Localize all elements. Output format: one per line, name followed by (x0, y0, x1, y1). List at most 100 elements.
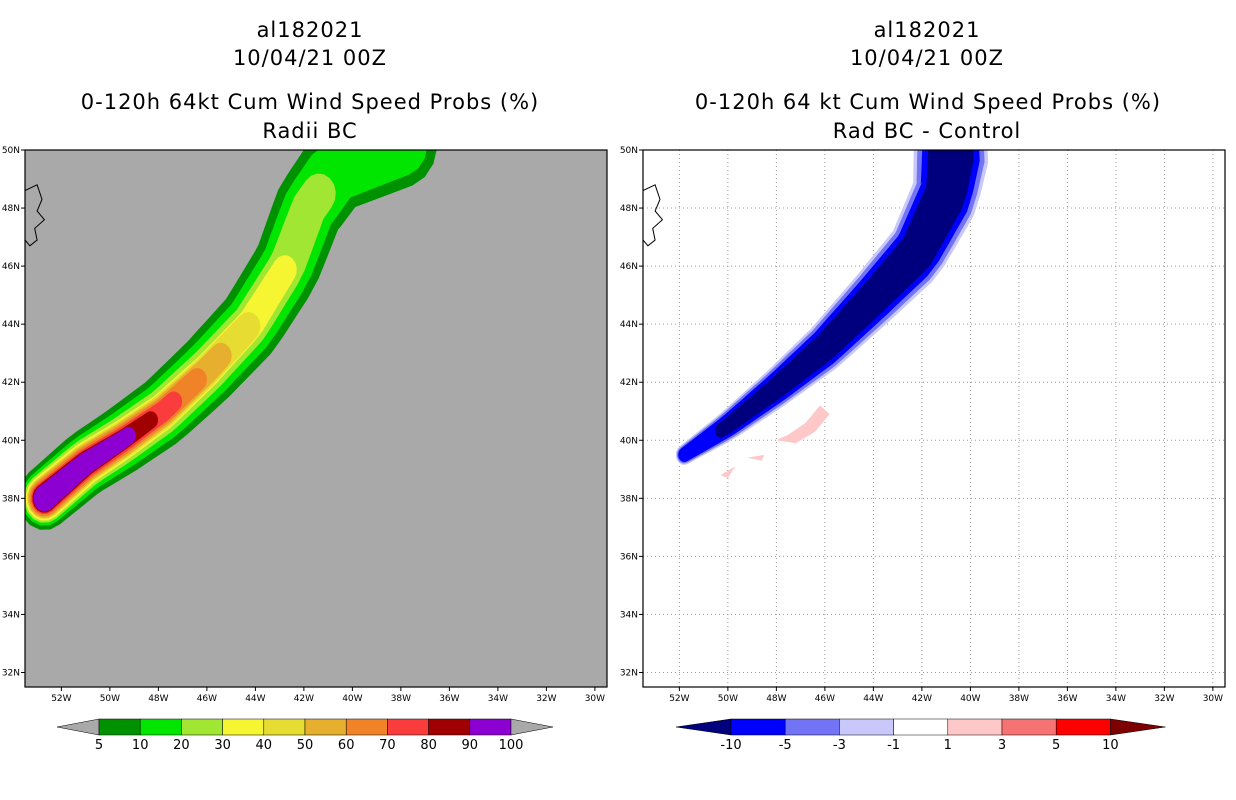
y-tick-label: 36N (2, 552, 20, 562)
y-tick-label: 34N (620, 610, 638, 620)
y-tick-label: 36N (620, 552, 638, 562)
y-tick-label: 42N (620, 378, 638, 388)
x-tick-label: 46W (815, 694, 835, 704)
colorbar-swatch (839, 718, 894, 736)
colorbar-arrow-left (675, 718, 732, 736)
colorbar-swatch (1055, 718, 1111, 736)
y-tick-label: 32N (620, 668, 638, 678)
colorbar-label: -3 (833, 738, 846, 753)
left-title: 0-120h 64kt Cum Wind Speed Probs (%) (80, 90, 540, 114)
colorbar-swatch (428, 718, 471, 736)
colorbar-label: 70 (379, 738, 396, 753)
colorbar-label: 40 (256, 738, 273, 753)
colorbar-arrow-left (56, 718, 100, 736)
left-storm-id: al182021 (256, 18, 364, 42)
colorbar-label: 10 (1102, 738, 1119, 753)
x-tick-label: 32W (1154, 694, 1174, 704)
x-tick-label: 48W (766, 694, 786, 704)
x-tick-label: 34W (1106, 694, 1126, 704)
right-date: 10/04/21 00Z (849, 46, 1005, 70)
colorbar-label: 5 (95, 738, 103, 753)
colorbar-swatch (98, 718, 141, 736)
colorbar-swatch (1001, 718, 1057, 736)
coastline (25, 184, 46, 247)
colorbar-label: -5 (779, 738, 792, 753)
x-tick-label: 32W (536, 694, 556, 704)
contour-band--10 (714, 150, 974, 438)
x-tick-label: 36W (439, 694, 459, 704)
colorbar-label: -10 (720, 738, 741, 753)
y-tick-label: 48N (2, 204, 20, 214)
left-colorbar: 5 10 20 30 40 50 60 70 80 90 100 (56, 718, 554, 753)
y-tick-label: 40N (2, 436, 20, 446)
y-tick-label: 50N (2, 146, 20, 156)
y-tick-label: 46N (620, 262, 638, 272)
x-tick-label: 42W (912, 694, 932, 704)
right-plot-area: 52W 50W 48W 46W 44W 42W 40W 38W 36W 34W 32W 30W 32N 3… (620, 146, 1226, 704)
right-subtitle: Rad BC - Control (832, 119, 1022, 143)
y-tick-label: 34N (2, 610, 20, 620)
colorbar-swatch (947, 718, 1003, 736)
colorbar-label: 100 (499, 738, 524, 753)
x-tick-label: 38W (1009, 694, 1029, 704)
x-tick-label: 46W (197, 694, 217, 704)
colorbar-swatch (730, 718, 786, 736)
colorbar-label: 1 (944, 738, 952, 753)
colorbar-swatch (469, 718, 512, 736)
contour-fills (25, 150, 437, 530)
colorbar-label: 20 (173, 738, 190, 753)
contour-positive-1 (747, 454, 765, 461)
x-tick-label: 40W (960, 694, 980, 704)
colorbar-label: 90 (462, 738, 479, 753)
colorbar-arrow-right (1110, 718, 1166, 736)
right-difference-map: 52W 50W 48W 46W 44W 42W 40W 38W 36W 34W 32W 30W 32N 3… (620, 146, 1226, 704)
colorbar-label: 5 (1052, 738, 1060, 753)
colorbar-arrow-right (510, 718, 554, 736)
colorbar-swatch (222, 718, 265, 736)
x-tick-label: 50W (100, 694, 120, 704)
colorbar-label: 60 (338, 738, 355, 753)
contour-fills (643, 150, 989, 478)
y-tick-label: 46N (2, 262, 20, 272)
x-tick-label: 30W (585, 694, 605, 704)
y-tick-label: 44N (620, 320, 638, 330)
colorbar-swatch (263, 718, 306, 736)
x-tick-label: 48W (148, 694, 168, 704)
y-tick-label: 42N (2, 378, 20, 388)
colorbar-swatch (345, 718, 388, 736)
colorbar-swatch (387, 718, 429, 736)
contour-positive-1 (776, 405, 830, 444)
plot-frame (642, 149, 1226, 688)
plot-frame (24, 149, 608, 688)
colorbar-swatch (893, 718, 949, 736)
y-tick-label: 50N (620, 146, 638, 156)
contour-band-100 (34, 437, 121, 510)
right-colorbar: -10 -5 -3 -1 1 3 5 10 (675, 718, 1166, 753)
colorbar-swatch (181, 718, 223, 736)
x-tick-label: 34W (488, 694, 508, 704)
colorbar-label: 50 (297, 738, 314, 753)
left-date: 10/04/21 00Z (232, 46, 388, 70)
x-tick-label: 40W (342, 694, 362, 704)
colorbar-label: 80 (420, 738, 437, 753)
x-tick-label: 52W (51, 694, 71, 704)
colorbar-label: -1 (887, 738, 900, 753)
y-tick-label: 38N (2, 494, 20, 504)
x-tick-label: 44W (245, 694, 265, 704)
x-tick-label: 30W (1203, 694, 1223, 704)
contour-band--5 (678, 150, 980, 462)
x-tick-label: 44W (863, 694, 883, 704)
x-tick-label: 38W (391, 694, 411, 704)
left-subtitle: Radii BC (262, 119, 358, 143)
contour-positive-1 (720, 466, 736, 478)
y-tick-label: 40N (620, 436, 638, 446)
x-tick-label: 52W (669, 694, 689, 704)
y-tick-label: 32N (2, 668, 20, 678)
colorbar-swatch (139, 718, 182, 736)
right-title: 0-120h 64 kt Cum Wind Speed Probs (%) (694, 90, 1162, 114)
x-tick-label: 50W (718, 694, 738, 704)
x-tick-label: 36W (1057, 694, 1077, 704)
colorbar-label: 30 (214, 738, 231, 753)
y-tick-label: 38N (620, 494, 638, 504)
coastline (643, 184, 664, 247)
